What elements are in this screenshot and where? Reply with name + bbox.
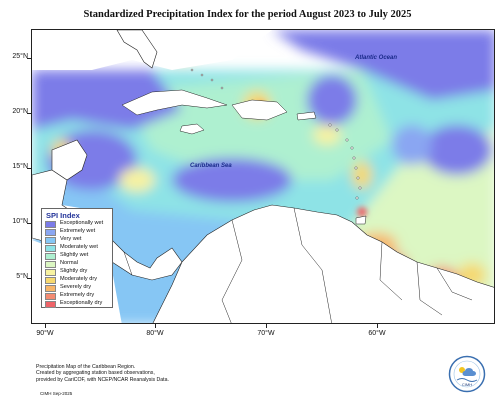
legend-label: Moderately wet (60, 244, 98, 250)
logo-text: CIMH (462, 382, 472, 387)
footer-date: CIMH Sep-2025 (40, 391, 73, 396)
legend-swatch (45, 301, 56, 308)
legend-label: Normal (60, 260, 79, 266)
lat-tickmark (27, 278, 31, 279)
legend-swatch (45, 277, 56, 284)
lat-tick-label: 20°N (12, 108, 28, 115)
legend-label: Slightly dry (60, 268, 88, 274)
legend-swatch (45, 293, 56, 300)
lon-tick-label: 70°W (257, 330, 275, 337)
legend-title: SPI Index (46, 211, 80, 220)
legend-label: Extremely dry (60, 292, 95, 298)
lon-tick-label: 60°W (368, 330, 386, 337)
lat-tick-label: 5°N (16, 273, 28, 280)
legend-label: Exceptionally dry (60, 300, 103, 306)
legend-label: Very wet (60, 236, 82, 242)
atlantic-ocean-label: Atlantic Ocean (355, 55, 398, 61)
lat-tick-label: 15°N (12, 163, 28, 170)
legend-label: Extremely wet (60, 228, 96, 234)
legend-label: Severely dry (60, 284, 92, 290)
legend-swatch (45, 285, 56, 292)
caribbean-sea-label: Caribbean Sea (190, 163, 232, 169)
lat-tickmark (27, 58, 31, 59)
lat-tickmark (27, 223, 31, 224)
footer-line: Created by aggregating station based obs… (36, 370, 155, 377)
spi-legend: SPI Index Exceptionally wet Extremely we… (41, 208, 113, 308)
footer-line: provided by CariCOF, with NCEP/NCAR Rean… (36, 376, 169, 383)
lat-tickmark (27, 168, 31, 169)
legend-swatch (45, 245, 56, 252)
legend-swatch (45, 221, 56, 228)
legend-label: Exceptionally wet (60, 220, 104, 226)
legend-swatch (45, 229, 56, 236)
lat-tickmark (27, 113, 31, 114)
legend-label: Moderately dry (60, 276, 97, 282)
lat-tick-label: 25°N (12, 53, 28, 60)
cimh-logo: CIMH (448, 355, 486, 393)
legend-swatch (45, 261, 56, 268)
lon-tickmark (155, 324, 156, 328)
lon-tick-label: 90°W (36, 330, 54, 337)
map-footer: Precipitation Map of the Caribbean Regio… (36, 364, 169, 383)
legend-label: Slightly wet (60, 252, 89, 258)
map-title: Standardized Precipitation Index for the… (83, 9, 412, 20)
lon-tickmark (377, 324, 378, 328)
lon-tickmark (45, 324, 46, 328)
legend-swatch (45, 253, 56, 260)
lon-tick-label: 80°W (146, 330, 164, 337)
lon-tickmark (266, 324, 267, 328)
footer-line: Precipitation Map of the Caribbean Regio… (36, 364, 136, 370)
legend-swatch (45, 269, 56, 276)
lat-tick-label: 10°N (12, 218, 28, 225)
legend-swatch (45, 237, 56, 244)
